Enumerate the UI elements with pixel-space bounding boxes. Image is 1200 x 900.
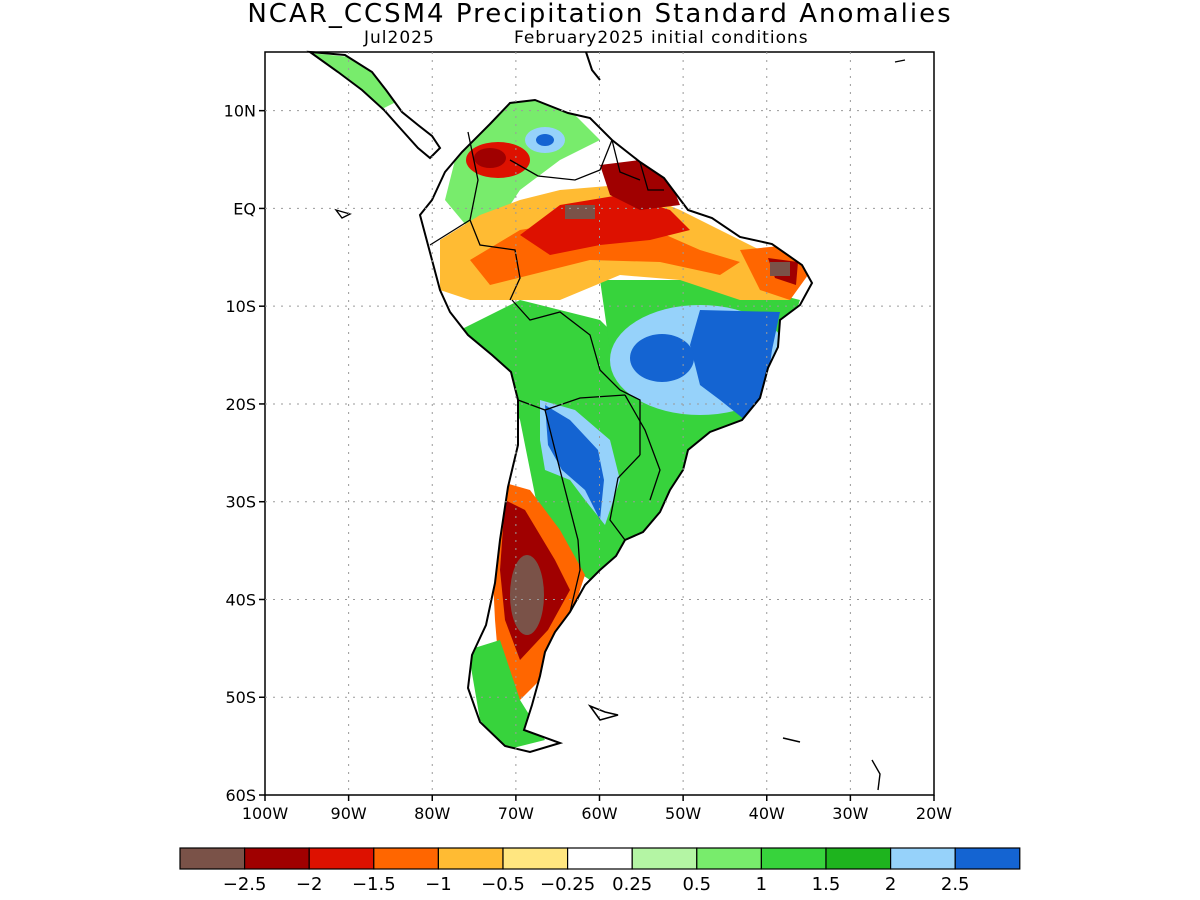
lon-label: 20W (916, 804, 952, 823)
colorbar-swatch (696, 847, 762, 870)
lat-label: 10N (224, 102, 256, 121)
colorbar-swatch (502, 847, 569, 870)
colorbar-swatch (437, 847, 504, 870)
lon-label: 50W (665, 804, 701, 823)
colorbar-swatch (825, 847, 892, 870)
colorbar-label: 0.25 (612, 874, 652, 895)
lon-label: 90W (331, 804, 367, 823)
lon-label: 30W (832, 804, 868, 823)
lon-label: 60W (581, 804, 617, 823)
anomaly-region (536, 134, 554, 146)
colorbar-label: 2.5 (941, 874, 970, 895)
lon-label: 100W (242, 804, 289, 823)
map-title: NCAR_CCSM4 Precipitation Standard Anomal… (247, 0, 953, 29)
initial-conditions: February2025 initial conditions (514, 28, 809, 48)
lat-label: 20S (225, 395, 256, 414)
colorbar-label: 1 (756, 874, 767, 895)
colorbar-label: −2 (296, 874, 323, 895)
colorbar-label: −1 (425, 874, 452, 895)
lat-label: 40S (225, 590, 256, 609)
colorbar-swatch (566, 847, 633, 870)
colorbar: −2.5 −2 −1.5 −1 −0.5 −0.25 0.25 0.5 1 1.5 2 2.5 (179, 847, 1021, 895)
lon-label: 40W (749, 804, 785, 823)
colorbar-swatch (760, 847, 827, 870)
colorbar-swatch (889, 847, 956, 870)
colorbar-swatch (954, 847, 1021, 870)
colorbar-swatch (179, 847, 246, 870)
colorbar-label: −1.5 (352, 874, 396, 895)
lon-label: 70W (498, 804, 534, 823)
anomaly-region (510, 555, 544, 635)
anomaly-region (770, 262, 790, 276)
lat-label: 60S (225, 786, 256, 805)
anomaly-region (630, 334, 694, 382)
colorbar-label: 1.5 (812, 874, 841, 895)
colorbar-label: −0.25 (540, 874, 595, 895)
coastlines (306, 50, 906, 791)
anomaly-region (545, 405, 604, 520)
colorbar-swatch (308, 847, 375, 870)
colorbar-label: −0.5 (481, 874, 525, 895)
anomaly-region (565, 205, 595, 219)
lat-label: 10S (225, 297, 256, 316)
lat-label: 50S (225, 688, 256, 707)
colorbar-label: 0.5 (682, 874, 711, 895)
colorbar-swatch (244, 847, 310, 870)
colorbar-swatch (373, 847, 439, 870)
lat-label: EQ (233, 199, 256, 218)
anomaly-region (520, 195, 690, 255)
colorbar-swatch (631, 847, 698, 870)
anomaly-region (690, 310, 780, 420)
lon-label: 80W (414, 804, 450, 823)
colorbar-label: −2.5 (223, 874, 267, 895)
target-month: Jul2025 (364, 28, 435, 48)
anomaly-region (474, 148, 506, 168)
lat-label: 30S (225, 493, 256, 512)
colorbar-label: 2 (885, 874, 896, 895)
